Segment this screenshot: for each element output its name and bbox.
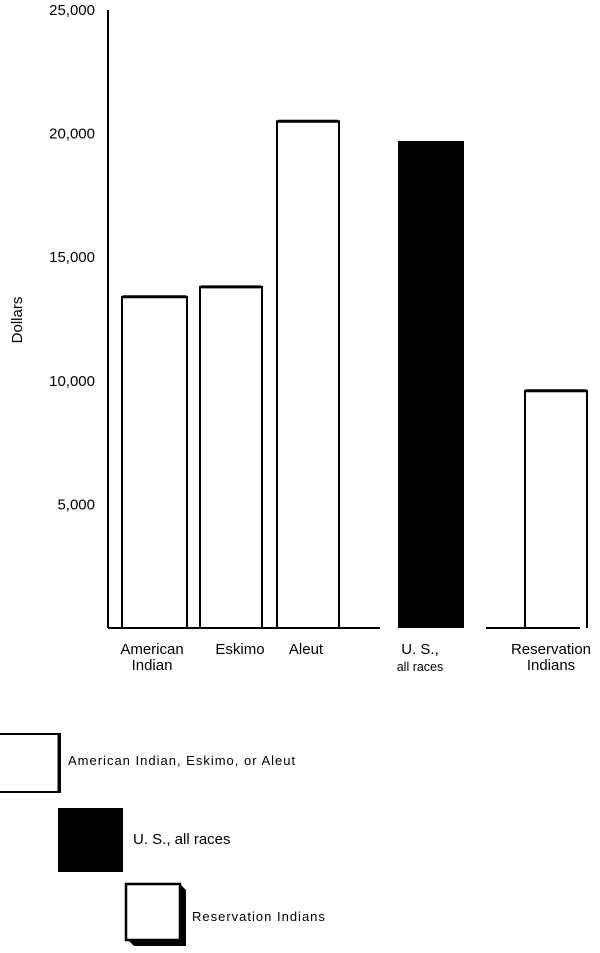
x-tick-label: Eskimo	[215, 641, 264, 658]
legend-label-aie: American Indian, Eskimo, or Aleut	[68, 753, 296, 768]
bar-reservation-indians	[524, 389, 588, 628]
y-tick-labels: 5,000 10,000 15,000 20,000 25,000	[49, 2, 95, 513]
legend-swatch-aie	[0, 733, 61, 793]
axes	[107, 10, 380, 629]
y-tick-label: 20,000	[49, 126, 95, 143]
x-tick-label: Indian	[132, 657, 173, 674]
bar-u-s-all-races	[398, 141, 464, 629]
bars	[121, 119, 588, 629]
legend-item-us: U. S., all races	[58, 808, 231, 872]
y-tick-label: 15,000	[49, 249, 95, 266]
legend-swatch-us	[58, 808, 123, 872]
x-tick-label: all races	[397, 660, 444, 674]
x-tick-label: American	[120, 641, 183, 658]
y-tick-label: 5,000	[57, 496, 95, 513]
bar-aleut	[276, 120, 340, 628]
x-tick-label: U. S.,	[401, 641, 439, 658]
legend-label-us: U. S., all races	[133, 831, 231, 848]
y-tick-label: 10,000	[49, 373, 95, 390]
legend-swatch-res	[124, 882, 182, 942]
legend-item-res: Reservation Indians	[124, 882, 326, 946]
y-axis-label: Dollars	[9, 297, 26, 344]
legend-item-aie: American Indian, Eskimo, or Aleut	[0, 733, 296, 793]
legend-label-res: Reservation Indians	[192, 909, 326, 924]
x-tick-label: Indians	[527, 657, 575, 674]
bar-eskimo	[199, 285, 263, 628]
y-tick-label: 25,000	[49, 2, 95, 19]
x-tick-label: Aleut	[289, 641, 324, 658]
bar-american-indian	[121, 295, 188, 628]
legend: American Indian, Eskimo, or Aleut U. S.,…	[0, 733, 326, 946]
x-tick-label: Reservation	[511, 641, 591, 658]
